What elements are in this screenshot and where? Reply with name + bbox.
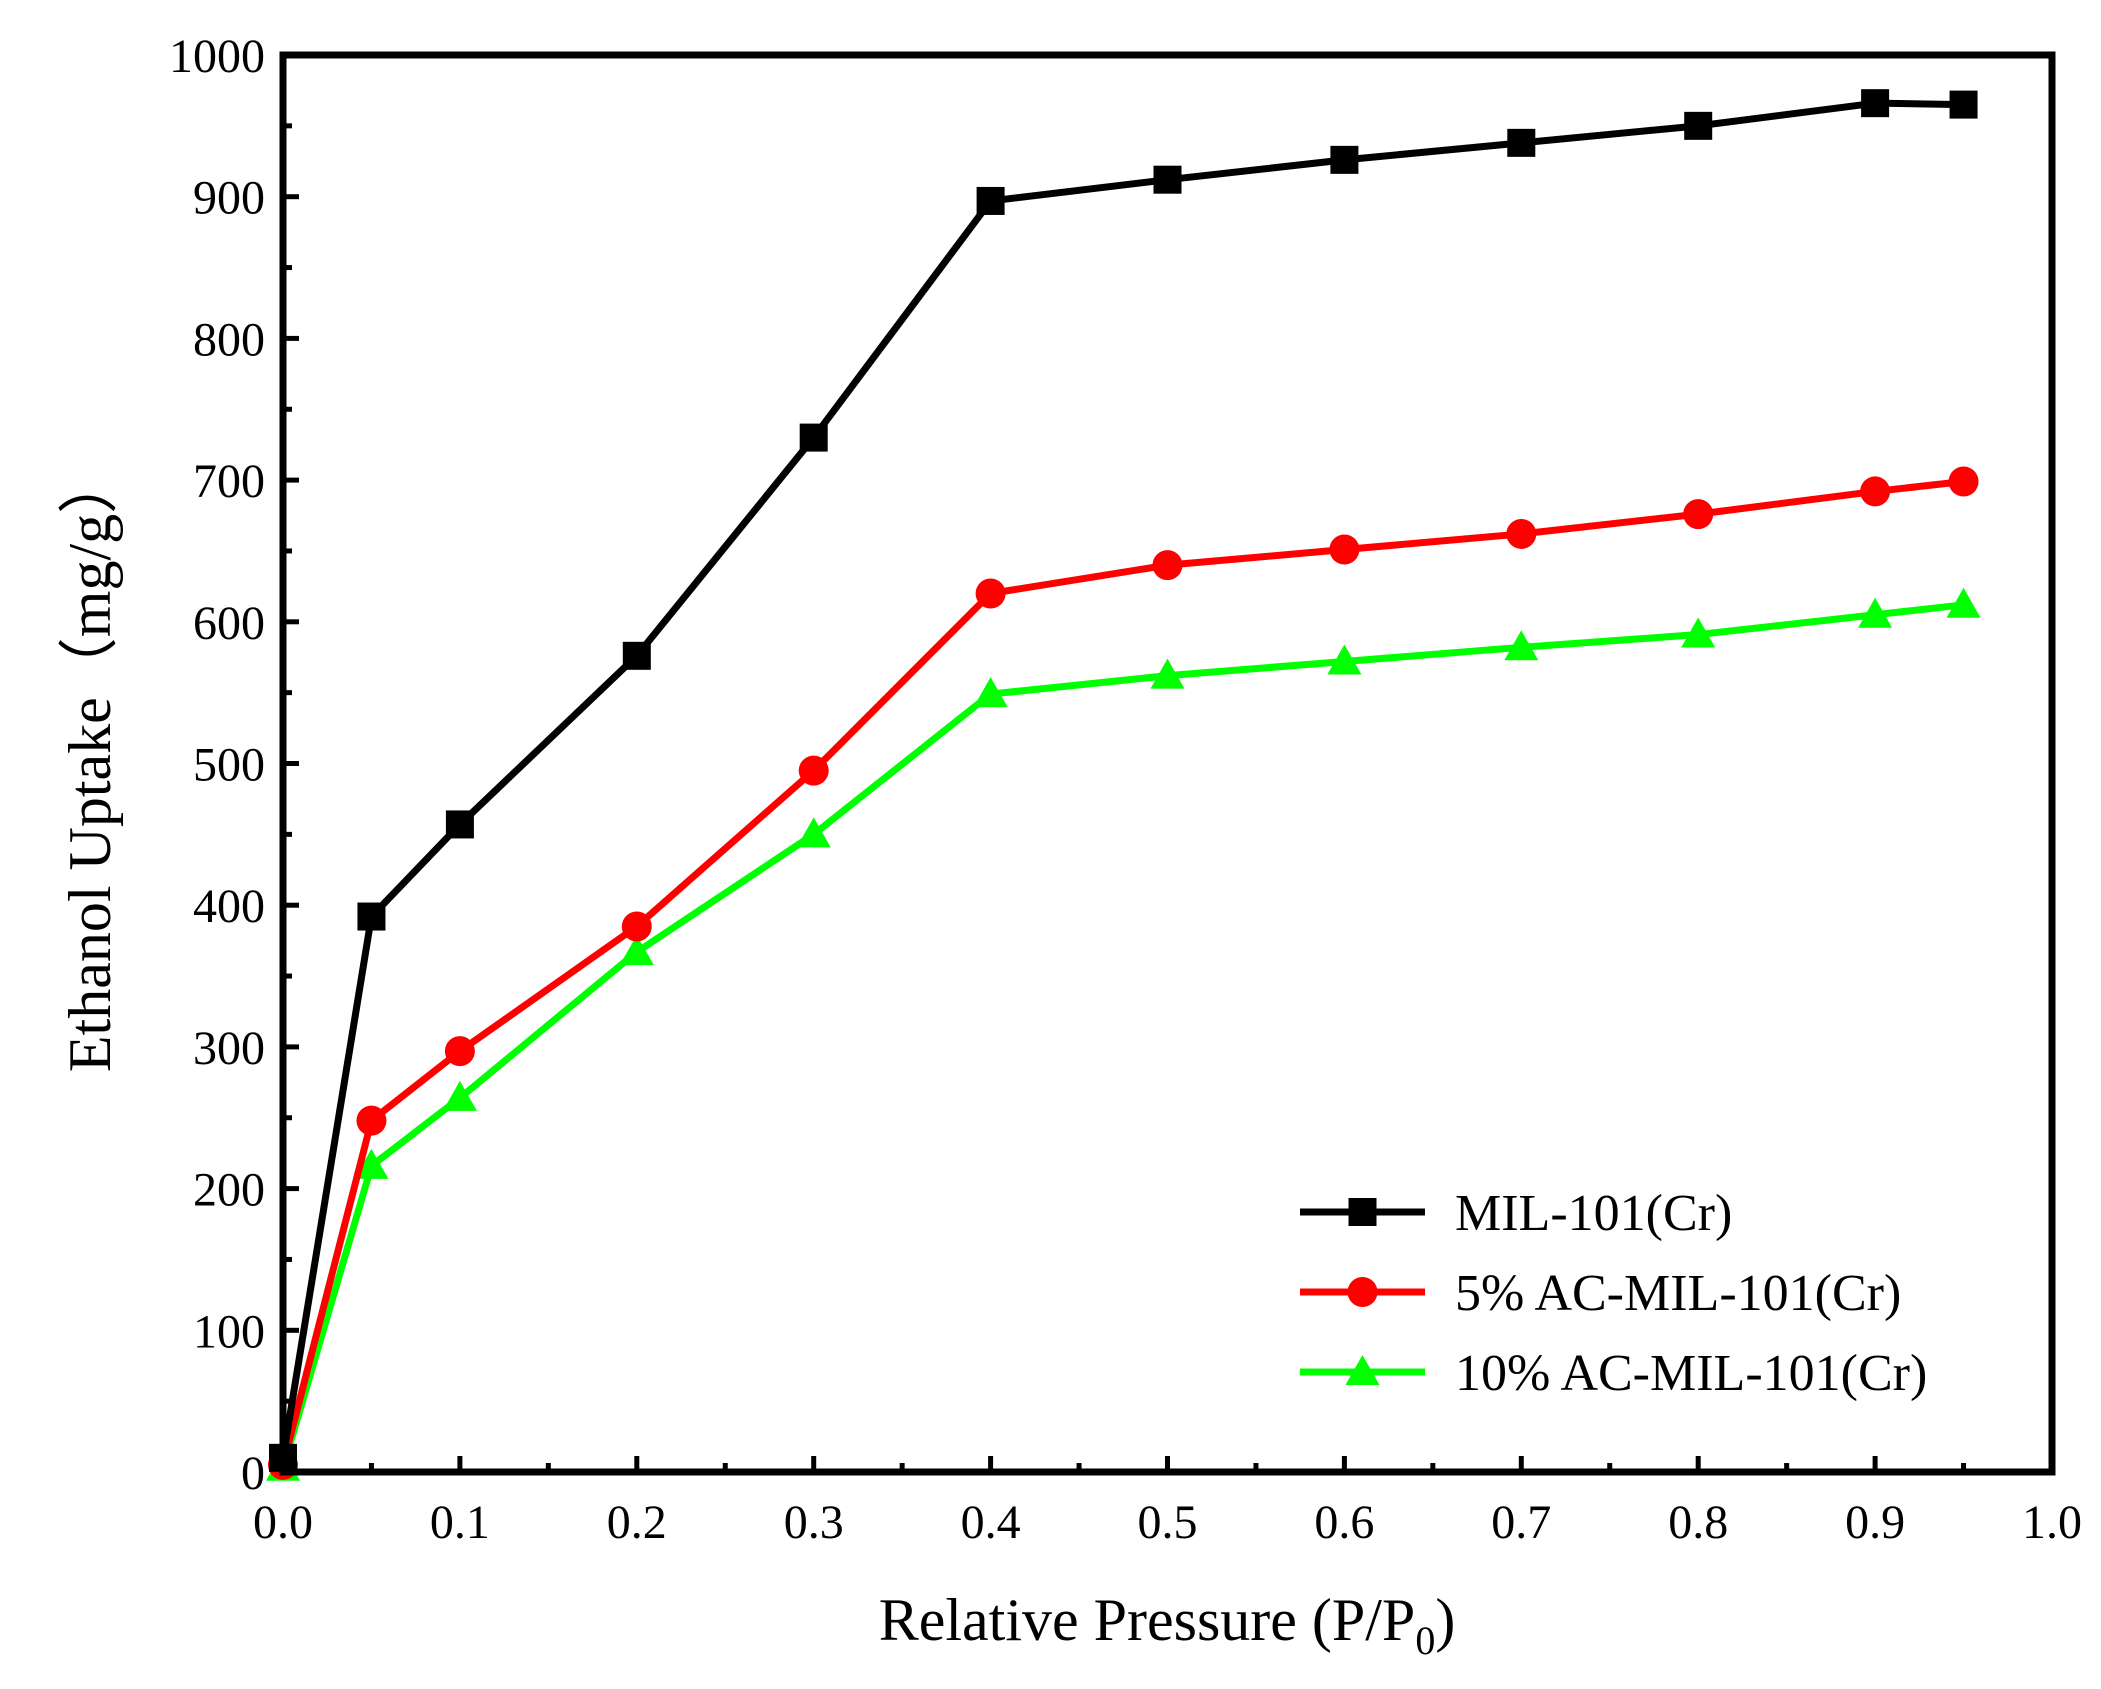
data-point [621,911,652,942]
data-point [1330,145,1359,174]
data-point [799,423,828,452]
x-tick-label: 1.0 [2022,1496,2082,1549]
y-tick-label: 400 [193,880,265,933]
data-point [622,641,651,670]
data-point [354,1148,389,1179]
axes [279,51,2056,1476]
data-point [1860,476,1891,507]
data-point [975,578,1006,609]
data-point [1681,617,1716,648]
data-point [357,902,386,931]
y-tick-label: 900 [193,172,265,225]
legend-item: MIL-101(Cr) [1300,1185,1732,1242]
data-point [445,810,474,839]
y-tick-label: 700 [193,455,265,508]
x-axis-title: Relative Pressure (P/P0) [879,1587,1456,1663]
data-point [1153,165,1182,194]
y-tick-label: 0 [241,1447,265,1500]
data-point [1684,111,1713,140]
data-point [442,1080,477,1111]
data-point [1949,90,1978,119]
y-tick-label: 100 [193,1305,265,1358]
data-point [1327,644,1362,675]
x-tick-label: 0.1 [430,1496,490,1549]
series-3 [266,587,1981,1481]
series-line [279,478,1964,1466]
series-1 [269,89,1978,1472]
data-point [444,1036,475,1067]
data-point [1948,466,1979,497]
data-point [796,817,831,848]
data-point [1329,534,1360,565]
y-tick-label: 600 [193,597,265,650]
x-tick-label: 0.4 [961,1496,1021,1549]
x-tick-label: 0.6 [1314,1496,1374,1549]
legend: MIL-101(Cr) 5% AC-MIL-101(Cr) 10% AC-MIL-1… [1300,1185,1927,1402]
y-tick-label: 500 [193,739,265,792]
legend-marker [1345,1355,1380,1385]
legend-item: 10% AC-MIL-101(Cr) [1300,1345,1927,1402]
data-point [1861,89,1890,118]
x-tick-label: 0.0 [253,1496,313,1549]
series-2 [268,466,1979,1480]
x-tick-label: 0.7 [1491,1496,1551,1549]
data-point [1858,597,1893,628]
plot-frame [279,51,2056,1476]
x-axis-title-close: ) [1435,1587,1455,1653]
legend-label: MIL-101(Cr) [1455,1185,1732,1242]
x-axis-title-main: Relative Pressure (P/P [879,1587,1416,1653]
y-tick-label: 300 [193,1022,265,1075]
data-point [1152,550,1183,581]
x-axis-title-subscript: 0 [1415,1618,1435,1663]
y-tick-label: 800 [193,313,265,366]
plot-area [266,89,1981,1481]
x-tick-label: 0.8 [1668,1496,1728,1549]
data-point [1150,658,1185,689]
data-point [619,934,654,965]
data-point [798,755,829,786]
x-tick-label: 0.5 [1138,1496,1198,1549]
data-point [1507,128,1536,157]
series-line [279,601,1964,1469]
data-point [1683,499,1714,530]
legend-label: 5% AC-MIL-101(Cr) [1455,1265,1901,1322]
legend-marker [1348,1198,1377,1226]
data-point [973,677,1008,708]
y-axis-title: Ethanol Uptake（mg/g） [57,454,123,1072]
data-point [1504,630,1539,661]
ticks: 0.0 0.1 0.2 0.3 0.4 0.5 0.6 0.7 0.8 0.9 1.0 0 100 200… [169,30,2082,1549]
x-tick-label: 0.3 [784,1496,844,1549]
data-point [1946,587,1981,618]
x-tick-label: 0.2 [607,1496,667,1549]
y-tick-label: 1000 [169,30,265,83]
data-point [1506,518,1537,549]
x-tick-label: 0.9 [1845,1496,1905,1549]
y-tick-label: 200 [193,1164,265,1217]
data-point [356,1105,387,1136]
legend-marker [1347,1277,1378,1307]
legend-label: 10% AC-MIL-101(Cr) [1455,1345,1927,1402]
legend-item: 5% AC-MIL-101(Cr) [1300,1265,1901,1322]
data-point [976,186,1005,215]
series-line [279,99,1964,1459]
